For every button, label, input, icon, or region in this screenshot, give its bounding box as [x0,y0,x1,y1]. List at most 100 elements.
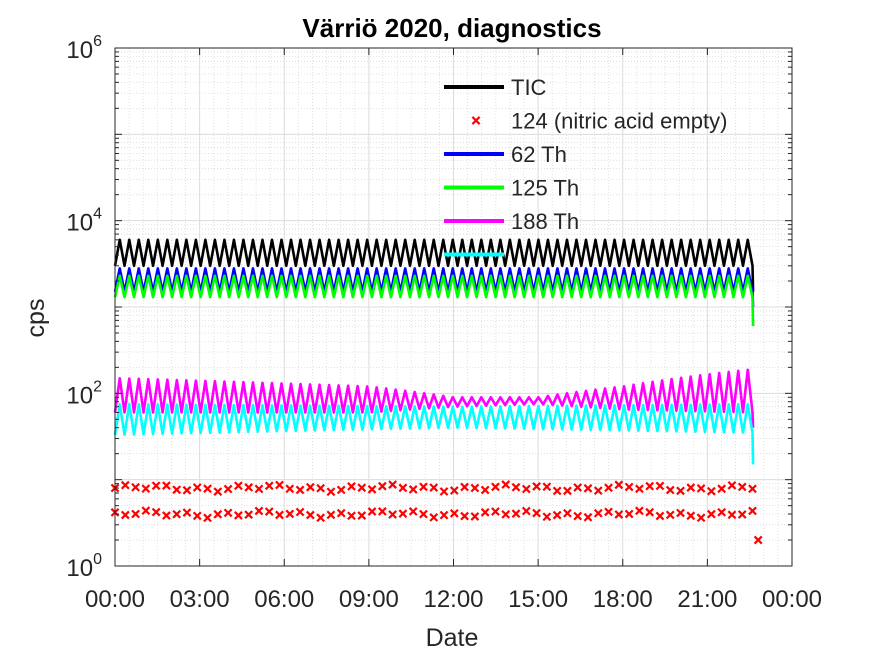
data-point-marker [398,483,408,493]
data-point-marker [316,513,326,523]
data-point-marker [542,512,552,522]
data-point-marker [429,483,439,492]
legend: TIC 124 (nitric acid empty) 62 Th 125 Th 188… [444,75,727,257]
data-point-marker [552,510,562,520]
data-point-marker [120,480,130,490]
y-tick-exponent: 4 [93,206,102,223]
data-point-marker [470,512,480,521]
data-point-marker [388,480,398,489]
data-point-marker [635,484,644,494]
y-axis-label: cps [22,299,50,338]
data-point-marker [162,511,171,520]
data-point-marker [192,483,202,492]
legend-item: 188 Th [444,209,579,234]
data-point-marker [275,510,284,520]
x-tick-label: 00:00 [85,586,145,613]
x-tick-label: 09:00 [339,586,399,613]
data-point-marker [357,483,367,493]
data-point-marker [449,486,459,495]
y-tick-exponent: 2 [93,378,102,395]
data-point-marker [367,507,377,516]
data-point-marker [398,509,408,519]
x-tick-label: 15:00 [508,586,568,613]
data-point-marker [645,481,655,491]
data-point-marker [511,509,521,519]
data-point-marker [234,511,243,520]
x-tick-label: 21:00 [677,586,737,613]
y-tick-exponent: 6 [93,33,102,50]
data-point-marker [717,484,727,494]
legend-label: 188 Th [511,209,579,234]
data-point-marker [686,511,696,521]
y-tick-label: 102 [66,378,102,409]
x-tick-label: 06:00 [254,586,314,613]
data-point-marker [419,482,428,492]
data-point-marker [213,487,223,496]
series-line [113,402,755,465]
data-point-marker [141,506,151,516]
y-tick-label: 100 [66,551,102,582]
data-point-marker [686,483,696,493]
data-point-marker [583,512,593,522]
data-point-marker [439,487,449,496]
data-point-marker [316,483,326,493]
data-point-marker [295,507,305,517]
data-point-marker [563,486,572,496]
legend-item: TIC [444,75,547,100]
data-point-marker [223,508,233,518]
data-point-marker [614,510,624,519]
legend-item: 125 Th [444,176,579,201]
data-point-marker [707,509,716,519]
data-point-marker [727,480,737,490]
data-point-marker [336,508,346,518]
data-point-marker [326,487,336,497]
data-point-marker [439,510,449,520]
legend-label: 62 Th [511,142,567,167]
data-point-marker [172,485,182,495]
data-point-marker [593,486,603,496]
data-point-marker [192,511,202,521]
data-point-marker [326,510,336,520]
data-point-marker [213,509,223,519]
series-2 [113,267,755,308]
data-point-marker [521,506,531,516]
data-point-marker [696,484,706,493]
data-point-marker [737,510,747,519]
data-point-marker [408,485,418,494]
data-point-marker [532,508,541,518]
axis-ticks [114,48,793,567]
data-point-marker [264,481,274,491]
series-layer [110,238,763,545]
data-point-marker [624,482,634,492]
data-point-marker [748,506,757,516]
data-point-marker [275,480,284,490]
data-point-marker [676,486,685,496]
data-point-marker [753,535,763,545]
data-point-marker [501,480,511,489]
data-point-marker [151,507,161,517]
data-point-marker [120,510,130,520]
data-point-marker [305,482,315,492]
data-point-marker [203,484,212,494]
data-point-marker [377,507,387,516]
y-tick-base: 10 [66,210,93,237]
data-point-marker [203,513,212,523]
x-tick-label: 12:00 [423,586,483,613]
data-point-marker [511,482,521,492]
series-line [113,274,755,327]
series-line [113,368,755,428]
data-point-marker [501,510,511,519]
data-point-marker [480,485,490,495]
data-point-marker [336,485,346,495]
data-point-marker [665,485,675,495]
data-point-marker [131,482,140,492]
data-point-marker [604,507,613,517]
x-axis-label: Date [426,624,479,652]
data-point-marker [532,482,541,491]
data-point-marker [707,486,716,496]
data-point-marker [583,483,593,493]
y-tick-label: 104 [66,206,102,237]
legend-item: 62 Th [444,142,567,167]
data-point-marker [655,511,665,521]
